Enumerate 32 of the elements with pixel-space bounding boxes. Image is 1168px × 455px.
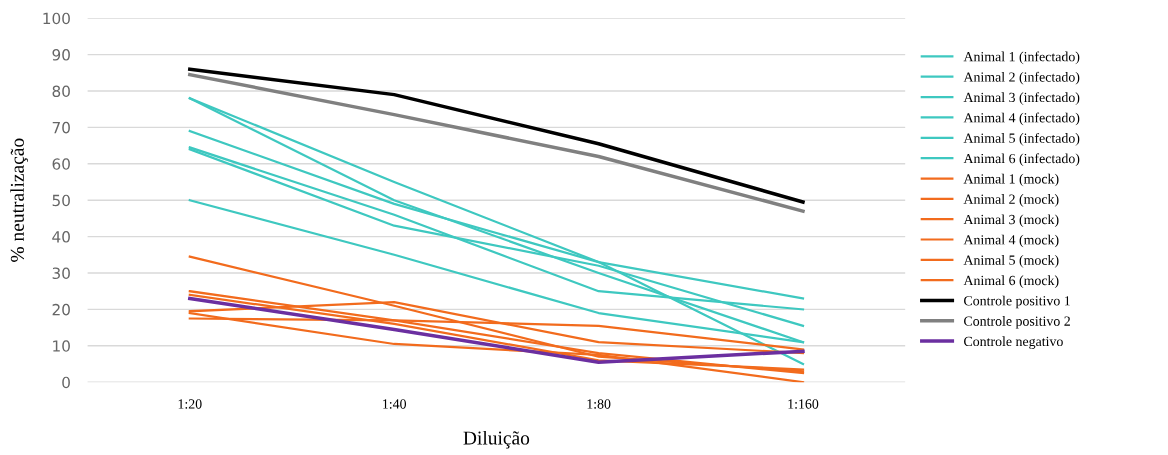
legend-label: Animal 1 (infectado): [963, 51, 1080, 65]
legend-label: Animal 6 (mock): [963, 275, 1059, 288]
x-tick-label: 1:160: [788, 399, 819, 409]
x-tick-label: 1:80: [587, 399, 611, 409]
legend-label: Controle positivo 1: [964, 295, 1070, 309]
y-tick-label: 20: [52, 303, 70, 316]
legend-label: Animal 3 (mock): [963, 214, 1059, 228]
legend-label: Animal 2 (infectado): [963, 71, 1080, 85]
y-tick-label: 100: [43, 12, 70, 25]
legend-label: Animal 4 (infectado): [963, 112, 1080, 126]
y-tick-label: 10: [53, 340, 70, 352]
y-tick-label: 60: [52, 158, 70, 170]
legend-label: Controle positivo 2: [964, 316, 1070, 329]
y-tick-label: 90: [52, 49, 70, 61]
x-tick-label: 1:20: [178, 399, 202, 409]
x-tick-label: 1:40: [383, 399, 407, 409]
y-tick-label: 30: [52, 267, 70, 280]
legend-label: Animal 5 (mock): [963, 255, 1059, 268]
legend-label: Animal 1 (mock): [963, 173, 1059, 187]
y-tick-label: 70: [52, 121, 70, 134]
legend-label: Animal 4 (mock): [963, 234, 1059, 248]
x-axis-title: Diluição: [463, 430, 530, 449]
y-tick-label: 80: [52, 85, 70, 98]
legend-label: Animal 2 (mock): [963, 194, 1059, 207]
y-tick-label: 50: [52, 194, 70, 207]
legend-label: Controle negativo: [964, 336, 1063, 349]
y-tick-label: 0: [62, 376, 70, 389]
y-axis-title: % neutralização: [10, 138, 28, 262]
legend-label: Animal 3 (infectado): [963, 92, 1080, 105]
legend-label: Animal 6 (infectado): [963, 153, 1080, 167]
legend-label: Animal 5 (infectado): [963, 132, 1080, 146]
y-tick-label: 40: [52, 231, 70, 243]
